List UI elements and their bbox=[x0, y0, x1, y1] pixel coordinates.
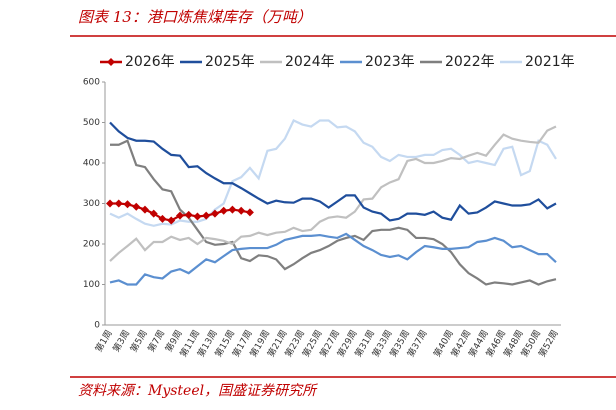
point-marker bbox=[245, 208, 254, 217]
y-tick-label: 200 bbox=[83, 240, 100, 250]
point-marker bbox=[158, 214, 167, 223]
y-tick-label: 300 bbox=[83, 199, 100, 209]
y-tick-label: 500 bbox=[83, 118, 100, 128]
x-tick-label: 第1周 bbox=[93, 328, 115, 355]
y-tick-label: 600 bbox=[83, 78, 100, 88]
x-tick-label: 第7周 bbox=[145, 328, 167, 355]
point-marker bbox=[114, 199, 123, 208]
point-marker bbox=[193, 212, 202, 221]
point-marker bbox=[123, 200, 132, 209]
series-line bbox=[110, 139, 557, 286]
point-marker bbox=[106, 199, 114, 208]
source: 资料来源：Mysteel，国盛证券研究所 bbox=[78, 383, 318, 399]
legend-label: 2025年 bbox=[205, 54, 255, 70]
legend-marker bbox=[107, 58, 115, 66]
series-line bbox=[109, 125, 557, 262]
point-marker bbox=[149, 209, 158, 218]
point-marker bbox=[210, 209, 219, 218]
y-tick-label: 400 bbox=[83, 159, 100, 169]
point-marker bbox=[184, 210, 193, 219]
y-tick-label: 0 bbox=[94, 321, 100, 331]
legend-label: 2024年 bbox=[285, 54, 335, 70]
point-marker bbox=[219, 206, 228, 215]
series-line bbox=[109, 232, 557, 286]
point-marker bbox=[132, 202, 141, 211]
x-tick-label: 第3周 bbox=[110, 328, 132, 355]
legend-label: 2022年 bbox=[445, 54, 495, 70]
y-tick-label: 100 bbox=[83, 280, 100, 290]
point-marker bbox=[167, 216, 176, 225]
x-tick-label: 第5周 bbox=[127, 328, 149, 355]
point-marker bbox=[237, 206, 246, 215]
series-line bbox=[109, 121, 557, 222]
legend-label: 2026年 bbox=[125, 54, 175, 70]
legend-label: 2021年 bbox=[525, 54, 575, 70]
point-marker bbox=[202, 211, 211, 220]
legend-label: 2023年 bbox=[365, 54, 415, 70]
point-marker bbox=[140, 205, 149, 214]
series-line bbox=[109, 119, 557, 227]
point-marker bbox=[228, 205, 237, 214]
point-marker bbox=[175, 211, 184, 220]
chart-title: 图表 13：港口炼焦煤库存（万吨） bbox=[78, 8, 312, 26]
